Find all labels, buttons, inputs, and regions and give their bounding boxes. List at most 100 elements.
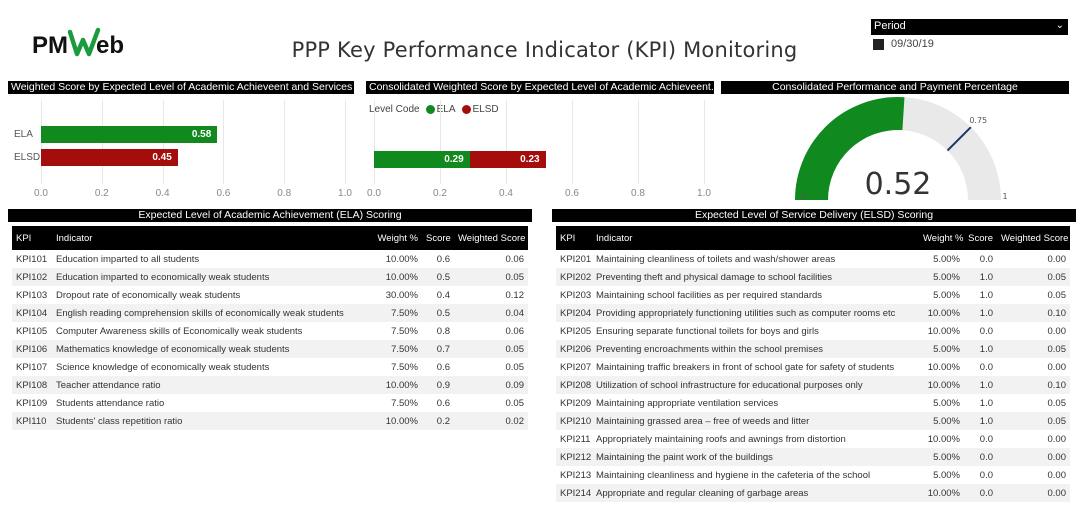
elsd-cell: KPI206 bbox=[556, 340, 592, 358]
elsd-cell: 1.0 bbox=[979, 289, 993, 301]
elsd-cell: 0.05 bbox=[997, 412, 1070, 430]
chart2-tick-label: 0.0 bbox=[367, 188, 381, 199]
ela-cell: 10.00% bbox=[372, 412, 422, 430]
ela-cell: 10.00% bbox=[372, 268, 422, 286]
elsd-cell: 1.0 bbox=[979, 397, 993, 409]
elsd-cell: KPI214 bbox=[556, 484, 592, 502]
ela-cell: 0.05 bbox=[454, 268, 528, 286]
chart1-tick-label: 0.4 bbox=[155, 188, 170, 199]
table-row: KPI205 Ensuring separate functional toile… bbox=[556, 322, 1070, 340]
period-filter-label: Period bbox=[874, 20, 906, 32]
ela-cell: KPI105 bbox=[16, 325, 48, 337]
elsd-cell: KPI212 bbox=[556, 448, 592, 466]
chart2-tick-label: 0.8 bbox=[631, 188, 645, 199]
elsd-cell: 0.00 bbox=[997, 484, 1070, 502]
elsd-cell: 0.00 bbox=[1047, 433, 1067, 445]
ela-cell: 7.50% bbox=[372, 304, 422, 322]
elsd-col-header[interactable]: Weighted Score bbox=[997, 226, 1070, 250]
ela-scoring-table: KPI Indicator Weight % Score Weighted Score … bbox=[12, 226, 528, 430]
elsd-cell: 5.00% bbox=[933, 289, 960, 301]
elsd-col-header[interactable]: Score bbox=[964, 226, 997, 250]
legend-ela-dot bbox=[425, 105, 435, 114]
chart1-title: Weighted Score by Expected Level of Acad… bbox=[8, 81, 354, 94]
gauge-target-marker bbox=[946, 126, 972, 152]
chart2-gridline bbox=[704, 100, 705, 184]
ela-col-header[interactable]: Weight % bbox=[372, 226, 422, 250]
chevron-down-icon[interactable]: ⌄ bbox=[1055, 20, 1064, 31]
ela-cell: 0.02 bbox=[454, 412, 528, 430]
elsd-cell: 1.0 bbox=[964, 412, 997, 430]
elsd-cell: 5.00% bbox=[919, 340, 964, 358]
elsd-cell: KPI210 bbox=[556, 412, 592, 430]
page-title: PPP Key Performance Indicator (KPI) Moni… bbox=[291, 38, 798, 62]
ela-cell: Education imparted to all students bbox=[56, 253, 200, 265]
table-row: KPI212 Maintaining the paint work of the … bbox=[556, 448, 1070, 466]
elsd-cell: 0.0 bbox=[979, 253, 993, 265]
elsd-cell: 10.00% bbox=[927, 325, 960, 337]
elsd-cell: 0.00 bbox=[1047, 253, 1067, 265]
chart2-bar-ela[interactable]: 0.29 bbox=[374, 151, 470, 168]
ela-cell: Students attendance ratio bbox=[56, 397, 165, 409]
chart2-bar-elsd[interactable]: 0.23 bbox=[469, 151, 546, 168]
elsd-col-header[interactable]: Weight % bbox=[919, 226, 964, 250]
elsd-cell: 5.00% bbox=[933, 253, 960, 265]
table-row: KPI103 Dropout rate of economically weak … bbox=[12, 286, 528, 304]
table-row: KPI211 Appropriately maintaining roofs an… bbox=[556, 430, 1070, 448]
ela-col-header[interactable]: Weighted Score bbox=[454, 226, 528, 250]
ela-cell: KPI102 bbox=[12, 268, 52, 286]
elsd-cell: Appropriate and regular cleaning of garb… bbox=[592, 484, 919, 502]
checkbox-icon[interactable] bbox=[873, 38, 884, 50]
chart1-bar-ela[interactable]: 0.58 bbox=[41, 126, 218, 143]
chart2-tick-label: 1.0 bbox=[697, 188, 711, 199]
elsd-col-header[interactable]: KPI bbox=[556, 226, 592, 250]
elsd-cell: KPI203 bbox=[560, 289, 592, 301]
elsd-cell: KPI208 bbox=[556, 376, 592, 394]
pmweb-logo: PM eb bbox=[32, 27, 124, 59]
gauge-value-label: 0.52 bbox=[865, 167, 932, 202]
elsd-cell: 5.00% bbox=[919, 412, 964, 430]
elsd-cell: Maintaining appropriate ventilation serv… bbox=[596, 397, 779, 409]
chart2-tick-label: 0.6 bbox=[565, 188, 579, 199]
ela-col-header[interactable]: Score bbox=[422, 226, 454, 250]
table-row: KPI110 Students' class repetition ratio 10… bbox=[12, 412, 528, 430]
period-selected-value[interactable]: 09/30/19 bbox=[873, 38, 934, 50]
elsd-cell: 5.00% bbox=[933, 397, 960, 409]
ela-cell: 0.4 bbox=[436, 289, 450, 301]
elsd-cell: 0.0 bbox=[979, 469, 993, 481]
ela-cell: 7.50% bbox=[391, 397, 418, 409]
ela-cell: Dropout rate of economically weak studen… bbox=[56, 289, 241, 301]
chart1-tick-label: 0.8 bbox=[277, 188, 292, 199]
period-filter[interactable]: Period ⌄ bbox=[871, 19, 1068, 35]
ela-cell: 7.50% bbox=[391, 361, 418, 373]
gauge-target-label: 0.75 bbox=[969, 116, 987, 125]
ela-cell: KPI109 bbox=[16, 397, 48, 409]
chart1-tick-label: 0.6 bbox=[216, 188, 231, 199]
chart1-tick-label: 1.0 bbox=[338, 188, 352, 199]
elsd-cell: KPI201 bbox=[560, 253, 592, 265]
ela-cell: 0.5 bbox=[422, 268, 454, 286]
elsd-cell: 0.0 bbox=[964, 484, 997, 502]
elsd-col-header[interactable]: Indicator bbox=[592, 226, 919, 250]
elsd-cell: 0.05 bbox=[1047, 397, 1067, 409]
ela-col-header[interactable]: KPI bbox=[12, 226, 52, 250]
ela-col-header[interactable]: Indicator bbox=[52, 226, 372, 250]
elsd-cell: 10.00% bbox=[919, 304, 964, 322]
chart1-gridline bbox=[284, 100, 286, 184]
ela-cell: Mathematics knowledge of economically we… bbox=[52, 340, 372, 358]
chart2-legend: Level Code ELA ELSD bbox=[369, 104, 499, 115]
weighted-score-bar-chart: 0.0 0.2 0.4 0.6 0.8 1.0 ELA 0.58 ELSD 0.45 bbox=[0, 100, 360, 200]
chart1-bar-elsd[interactable]: 0.45 bbox=[41, 149, 178, 166]
elsd-cell: 0.00 bbox=[1047, 469, 1067, 481]
chart1-category-label: ELSD bbox=[14, 152, 41, 163]
chart1-tick-label: 0.0 bbox=[34, 188, 48, 199]
elsd-cell: KPI205 bbox=[560, 325, 592, 337]
elsd-cell: 10.00% bbox=[927, 361, 960, 373]
elsd-cell: Maintaining cleanliness and hygiene in t… bbox=[596, 469, 871, 481]
table-row: KPI109 Students attendance ratio 7.50% 0.6 0… bbox=[12, 394, 528, 412]
elsd-cell: KPI209 bbox=[560, 397, 592, 409]
elsd-cell: 0.10 bbox=[997, 376, 1070, 394]
ela-cell: 0.04 bbox=[454, 304, 528, 322]
table-row: KPI213 Maintaining cleanliness and hygien… bbox=[556, 466, 1070, 484]
table-row: KPI201 Maintaining cleanliness of toilets… bbox=[556, 250, 1070, 268]
consolidated-weighted-score-chart: 0.0 0.2 0.4 0.6 0.8 1.0 0.29 0.23 bbox=[360, 100, 720, 200]
